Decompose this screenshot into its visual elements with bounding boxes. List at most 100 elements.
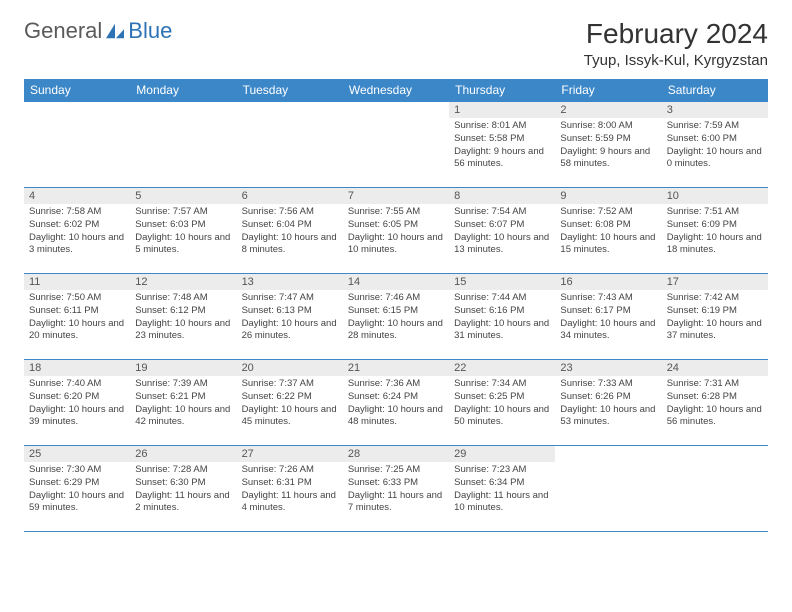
weekday-header: Tuesday xyxy=(237,79,343,102)
sunset-text: Sunset: 6:04 PM xyxy=(242,219,338,232)
sunset-text: Sunset: 6:34 PM xyxy=(454,477,550,490)
calendar-week-row: 11Sunrise: 7:50 AMSunset: 6:11 PMDayligh… xyxy=(24,274,768,360)
calendar-day-cell: 18Sunrise: 7:40 AMSunset: 6:20 PMDayligh… xyxy=(24,360,130,446)
calendar-day-cell: 8Sunrise: 7:54 AMSunset: 6:07 PMDaylight… xyxy=(449,188,555,274)
sunrise-text: Sunrise: 7:58 AM xyxy=(29,206,125,219)
sunset-text: Sunset: 6:05 PM xyxy=(348,219,444,232)
day-details: Sunrise: 7:31 AMSunset: 6:28 PMDaylight:… xyxy=(662,376,768,433)
day-details: Sunrise: 8:01 AMSunset: 5:58 PMDaylight:… xyxy=(449,118,555,175)
sunset-text: Sunset: 6:03 PM xyxy=(135,219,231,232)
day-number: 20 xyxy=(237,360,343,376)
sunset-text: Sunset: 6:30 PM xyxy=(135,477,231,490)
calendar-day-cell: 2Sunrise: 8:00 AMSunset: 5:59 PMDaylight… xyxy=(555,102,661,188)
day-number: 17 xyxy=(662,274,768,290)
day-details: Sunrise: 8:00 AMSunset: 5:59 PMDaylight:… xyxy=(555,118,661,175)
sunrise-text: Sunrise: 7:50 AM xyxy=(29,292,125,305)
day-details: Sunrise: 7:33 AMSunset: 6:26 PMDaylight:… xyxy=(555,376,661,433)
daylight-text: Daylight: 10 hours and 48 minutes. xyxy=(348,404,444,430)
daylight-text: Daylight: 10 hours and 42 minutes. xyxy=(135,404,231,430)
sunrise-text: Sunrise: 7:59 AM xyxy=(667,120,763,133)
day-number: 26 xyxy=(130,446,236,462)
sunrise-text: Sunrise: 7:31 AM xyxy=(667,378,763,391)
calendar-day-cell xyxy=(24,102,130,188)
sunrise-text: Sunrise: 7:39 AM xyxy=(135,378,231,391)
calendar-body: 1Sunrise: 8:01 AMSunset: 5:58 PMDaylight… xyxy=(24,102,768,532)
calendar-day-cell: 26Sunrise: 7:28 AMSunset: 6:30 PMDayligh… xyxy=(130,446,236,532)
day-details: Sunrise: 7:44 AMSunset: 6:16 PMDaylight:… xyxy=(449,290,555,347)
sunset-text: Sunset: 6:02 PM xyxy=(29,219,125,232)
day-number: 13 xyxy=(237,274,343,290)
day-number: 8 xyxy=(449,188,555,204)
day-number: 18 xyxy=(24,360,130,376)
sunset-text: Sunset: 6:16 PM xyxy=(454,305,550,318)
calendar-day-cell: 4Sunrise: 7:58 AMSunset: 6:02 PMDaylight… xyxy=(24,188,130,274)
weekday-header: Wednesday xyxy=(343,79,449,102)
sunset-text: Sunset: 6:12 PM xyxy=(135,305,231,318)
weekday-header: Friday xyxy=(555,79,661,102)
day-details: Sunrise: 7:37 AMSunset: 6:22 PMDaylight:… xyxy=(237,376,343,433)
calendar-day-cell: 6Sunrise: 7:56 AMSunset: 6:04 PMDaylight… xyxy=(237,188,343,274)
sunset-text: Sunset: 6:20 PM xyxy=(29,391,125,404)
calendar-day-cell: 28Sunrise: 7:25 AMSunset: 6:33 PMDayligh… xyxy=(343,446,449,532)
daylight-text: Daylight: 11 hours and 7 minutes. xyxy=(348,490,444,516)
location-label: Tyup, Issyk-Kul, Kyrgyzstan xyxy=(584,52,768,69)
daylight-text: Daylight: 10 hours and 45 minutes. xyxy=(242,404,338,430)
day-number: 6 xyxy=(237,188,343,204)
day-number: 4 xyxy=(24,188,130,204)
daylight-text: Daylight: 10 hours and 28 minutes. xyxy=(348,318,444,344)
calendar-day-cell: 21Sunrise: 7:36 AMSunset: 6:24 PMDayligh… xyxy=(343,360,449,446)
calendar-day-cell: 13Sunrise: 7:47 AMSunset: 6:13 PMDayligh… xyxy=(237,274,343,360)
day-details: Sunrise: 7:46 AMSunset: 6:15 PMDaylight:… xyxy=(343,290,449,347)
sunset-text: Sunset: 6:33 PM xyxy=(348,477,444,490)
weekday-header: Thursday xyxy=(449,79,555,102)
sunrise-text: Sunrise: 7:26 AM xyxy=(242,464,338,477)
calendar-day-cell xyxy=(343,102,449,188)
calendar-day-cell: 19Sunrise: 7:39 AMSunset: 6:21 PMDayligh… xyxy=(130,360,236,446)
calendar-day-cell: 20Sunrise: 7:37 AMSunset: 6:22 PMDayligh… xyxy=(237,360,343,446)
calendar-day-cell: 25Sunrise: 7:30 AMSunset: 6:29 PMDayligh… xyxy=(24,446,130,532)
sunrise-text: Sunrise: 7:36 AM xyxy=(348,378,444,391)
calendar-day-cell: 14Sunrise: 7:46 AMSunset: 6:15 PMDayligh… xyxy=(343,274,449,360)
sunrise-text: Sunrise: 7:56 AM xyxy=(242,206,338,219)
day-number: 16 xyxy=(555,274,661,290)
calendar-table: Sunday Monday Tuesday Wednesday Thursday… xyxy=(24,79,768,532)
daylight-text: Daylight: 10 hours and 50 minutes. xyxy=(454,404,550,430)
day-number: 5 xyxy=(130,188,236,204)
sunrise-text: Sunrise: 7:37 AM xyxy=(242,378,338,391)
logo-text-general: General xyxy=(24,18,102,44)
day-details: Sunrise: 7:52 AMSunset: 6:08 PMDaylight:… xyxy=(555,204,661,261)
day-details: Sunrise: 7:25 AMSunset: 6:33 PMDaylight:… xyxy=(343,462,449,519)
sunrise-text: Sunrise: 7:28 AM xyxy=(135,464,231,477)
calendar-week-row: 18 Sunrise: 7:40 AMSunset: 6:20 PM Dayligh… xyxy=(24,360,768,446)
calendar-day-cell: 5Sunrise: 7:57 AMSunset: 6:03 PMDaylight… xyxy=(130,188,236,274)
day-number: 1 xyxy=(449,102,555,118)
logo: General Blue xyxy=(24,18,172,44)
daylight-text: Daylight: 10 hours and 15 minutes. xyxy=(560,232,656,258)
sunset-text: Sunset: 6:08 PM xyxy=(560,219,656,232)
day-number: 21 xyxy=(343,360,449,376)
calendar-day-cell: 12Sunrise: 7:48 AMSunset: 6:12 PMDayligh… xyxy=(130,274,236,360)
daylight-text: Daylight: 10 hours and 18 minutes. xyxy=(667,232,763,258)
day-number: 10 xyxy=(662,188,768,204)
weekday-header-row: Sunday Monday Tuesday Wednesday Thursday… xyxy=(24,79,768,102)
day-details: Sunrise: 7:43 AMSunset: 6:17 PMDaylight:… xyxy=(555,290,661,347)
sunset-text: Sunset: 6:11 PM xyxy=(29,305,125,318)
daylight-text: Daylight: 11 hours and 4 minutes. xyxy=(242,490,338,516)
daylight-text: Daylight: 10 hours and 5 minutes. xyxy=(135,232,231,258)
calendar-day-cell: 24Sunrise: 7:31 AMSunset: 6:28 PMDayligh… xyxy=(662,360,768,446)
sunrise-text: Sunrise: 7:40 AM xyxy=(29,378,125,391)
day-number: 29 xyxy=(449,446,555,462)
sunset-text: Sunset: 6:25 PM xyxy=(454,391,550,404)
sunrise-text: Sunrise: 8:01 AM xyxy=(454,120,550,133)
day-number: 14 xyxy=(343,274,449,290)
day-number: 25 xyxy=(24,446,130,462)
daylight-text: Daylight: 10 hours and 59 minutes. xyxy=(29,490,125,516)
sunrise-text: Sunrise: 7:47 AM xyxy=(242,292,338,305)
daylight-text: Daylight: 9 hours and 56 minutes. xyxy=(454,146,550,172)
daylight-text: Daylight: 10 hours and 13 minutes. xyxy=(454,232,550,258)
calendar-day-cell: 11Sunrise: 7:50 AMSunset: 6:11 PMDayligh… xyxy=(24,274,130,360)
calendar-day-cell: 16Sunrise: 7:43 AMSunset: 6:17 PMDayligh… xyxy=(555,274,661,360)
sunset-text: Sunset: 6:26 PM xyxy=(560,391,656,404)
day-details: Sunrise: 7:48 AMSunset: 6:12 PMDaylight:… xyxy=(130,290,236,347)
sunset-text: Sunset: 5:58 PM xyxy=(454,133,550,146)
